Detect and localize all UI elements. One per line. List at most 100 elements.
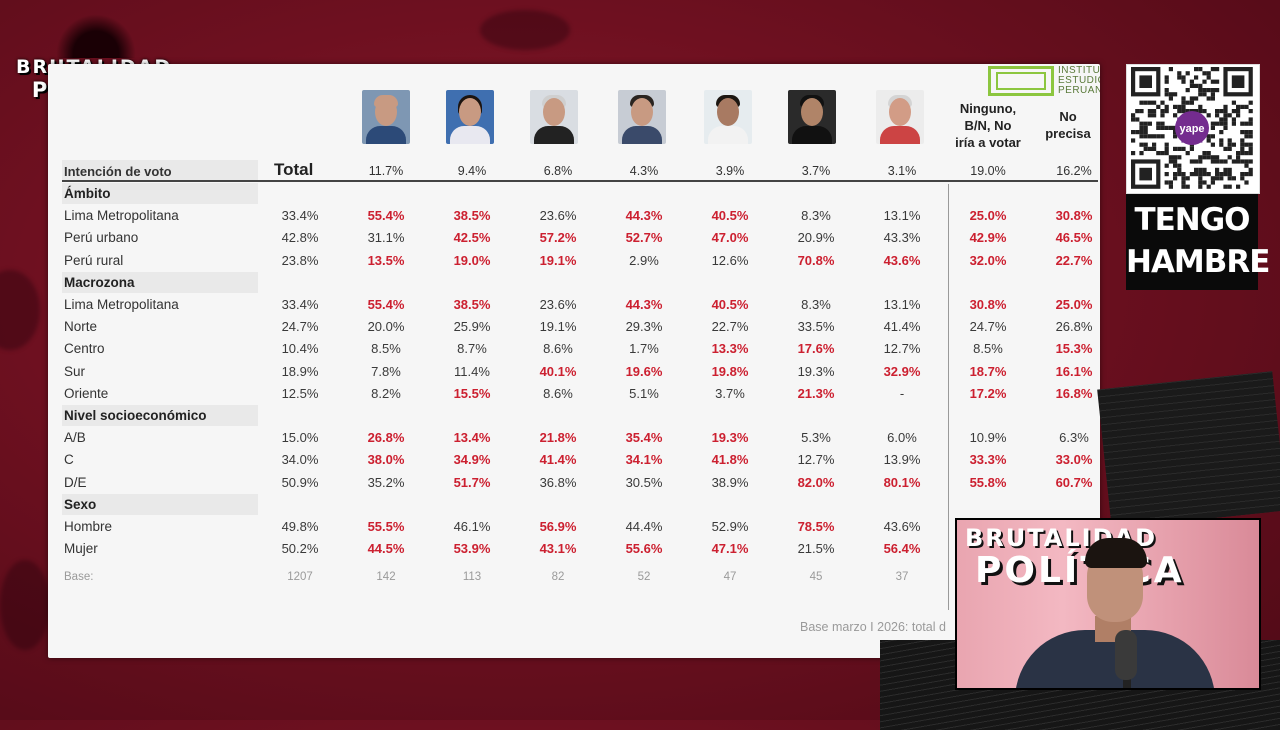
table-cell: 15.5% [453,385,491,401]
table-cell: 22.7% [711,319,749,335]
table-cell: 13.9% [883,452,921,468]
base-cell: 37 [895,571,909,584]
table-row: Mujer 50.2% 44.5% 53.9% 43.1% 55.6% 47.1% 21.5%… [48,538,1100,560]
table-cell: 49.8% [281,519,319,534]
table-row: Perú urbano 42.8% 31.1% 42.5% 57.2% 52.7% 47.0… [48,227,1100,249]
table-cell: 53.9% [453,541,491,557]
table-row: Perú rural 23.8% 13.5% 19.0% 19.1% 2.9% 12.6% 7… [48,250,1100,272]
table-cell: 23.6% [539,297,577,312]
table-cell: 44.5% [367,541,405,557]
table-cell: 13.3% [711,341,749,357]
table-cell: 26.8% [367,430,405,446]
table-cell: 13.1% [883,208,921,224]
table-cell: 38.0% [367,452,405,468]
table-cell: 8.5% [973,341,1003,357]
base-cell: 52 [637,571,651,584]
candidate-photo [530,90,578,144]
table-cell: 41.8% [711,452,749,468]
table-cell: 44.4% [625,519,663,534]
candidate-photo [362,90,410,144]
base-cell: 113 [462,571,482,584]
table-cell: 40.1% [539,363,577,379]
table-cell: 82.0% [797,474,835,490]
section-title: Ámbito [64,186,111,201]
table-cell: 32.0% [969,252,1007,268]
base-cell: 1207 [287,571,313,584]
table-row: D/E 50.9% 35.2% 51.7% 36.8% 30.5% 38.9% 82.0% 80… [48,472,1100,494]
column-overall-pct: 9.4% [457,164,487,178]
table-cell: 55.4% [367,208,405,224]
table-cell: 52.9% [711,519,749,534]
table-cell: 78.5% [797,519,835,534]
qr-finder [1131,159,1161,189]
table-cell: 7.8% [371,363,401,379]
background-texture [0,270,40,350]
table-cell: 12.5% [281,385,319,401]
table-row: Centro 10.4% 8.5% 8.7% 8.6% 1.7% 13.3% 17.6% 12.… [48,338,1100,360]
table-cell: 51.7% [453,474,491,490]
table-cell: 55.8% [969,474,1007,490]
table-cell: 57.2% [539,230,577,246]
yape-qr-code: yape [1126,64,1260,194]
table-row: Lima Metropolitana 33.4% 55.4% 38.5% 23.6% 44… [48,205,1100,227]
donation-banner: TENGO HAMBRE [1126,194,1270,290]
table-cell: 41.4% [883,319,921,335]
table-cell: 56.9% [539,519,577,534]
table-cell: 6.0% [887,430,917,446]
table-cell: 24.7% [969,319,1007,335]
section-header: Macrozona [48,271,1100,294]
table-cell: 19.1% [539,319,577,335]
table-cell: 33.0% [1055,452,1093,468]
qr-finder [1223,67,1253,97]
table-cell: 19.6% [625,363,663,379]
table-cell: 60.7% [1055,474,1093,490]
table-cell: 55.6% [625,541,663,557]
row-label: Perú urbano [64,230,139,246]
table-cell: 33.4% [281,297,319,312]
microphone-icon [1115,630,1137,680]
base-label: Base: [64,571,94,584]
column-overall-pct: 3.7% [801,164,831,178]
table-cell: 36.8% [539,474,577,490]
column-header-no-precisa: No precisa [1045,109,1091,141]
row-label: A/B [64,430,86,446]
table-cell: 16.1% [1055,363,1093,379]
table-cell: 12.6% [711,252,749,268]
table-cell: 43.3% [883,230,921,246]
institute-logo: INSTITUTOESTUDIOSPERUANOS [988,66,1100,100]
table-cell: 12.7% [883,341,921,357]
table-cell: 8.3% [801,297,831,312]
header-shade [62,160,258,180]
table-cell: 52.7% [625,230,663,246]
table-cell: 46.5% [1055,230,1093,246]
table-row: C 34.0% 38.0% 34.9% 41.4% 34.1% 41.8% 12.7% 13.9… [48,449,1100,471]
table-cell: 22.7% [1055,252,1093,268]
table-cell: 10.9% [969,430,1007,446]
table-row: Oriente 12.5% 8.2% 15.5% 8.6% 5.1% 3.7% 21.3% - 1… [48,383,1100,405]
table-cell: 20.9% [797,230,835,246]
table-cell: 56.4% [883,541,921,557]
table-cell: 29.3% [625,319,663,335]
table-cell: 6.3% [1059,430,1089,446]
section-header: Nivel socioeconómico [48,405,1100,427]
column-overall-pct: 6.8% [543,164,573,178]
row-label: Sur [64,363,86,379]
table-cell: 30.8% [969,297,1007,312]
candidate-photo [446,90,494,144]
row-label: Perú rural [64,252,124,268]
header-divider [62,180,1098,182]
table-cell: 19.3% [711,430,749,446]
webcam-sign-line2: POLÍTICA [975,550,1185,591]
section-header: Sexo [48,493,1100,516]
table-cell: 1.7% [629,341,659,357]
table-cell: 8.3% [801,208,831,224]
table-cell: 25.0% [1055,297,1093,312]
base-cell: 47 [723,571,737,584]
row-label: C [64,452,74,468]
column-overall-pct: 3.9% [715,164,745,178]
banner-line2: HAMBRE [1126,244,1270,280]
table-cell: 55.4% [367,297,405,312]
table-cell: 80.1% [883,474,921,490]
table-row: Sur 18.9% 7.8% 11.4% 40.1% 19.6% 19.8% 19.3% 32.… [48,361,1100,383]
table-cell: 32.9% [883,363,921,379]
